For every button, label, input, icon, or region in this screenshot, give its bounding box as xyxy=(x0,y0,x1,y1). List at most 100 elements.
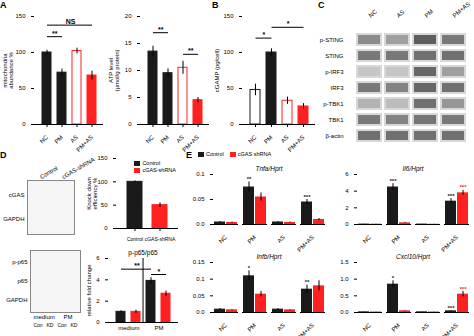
svg-text:**: ** xyxy=(52,30,58,37)
svg-text:1.5: 1.5 xyxy=(340,259,349,265)
svg-text:***: *** xyxy=(459,286,467,292)
svg-text:KD: KD xyxy=(71,322,78,328)
svg-text:150: 150 xyxy=(15,13,26,19)
svg-text:100: 100 xyxy=(97,179,108,185)
svg-text:medium: medium xyxy=(118,325,139,331)
svg-text:50: 50 xyxy=(101,202,108,208)
svg-text:p65: p65 xyxy=(17,278,28,284)
svg-text:PM: PM xyxy=(53,134,64,145)
svg-text:AS: AS xyxy=(420,234,430,244)
svg-text:ATP level(μmol/g protein): ATP level(μmol/g protein) xyxy=(108,49,120,91)
svg-text:medium: medium xyxy=(33,314,54,320)
svg-text:p-STING: p-STING xyxy=(320,37,344,43)
svg-text:PM: PM xyxy=(246,234,257,245)
svg-text:PM: PM xyxy=(154,325,163,331)
svg-text:**: ** xyxy=(158,26,164,33)
svg-text:NC: NC xyxy=(368,8,379,19)
svg-text:50: 50 xyxy=(19,85,26,91)
svg-text:***: *** xyxy=(389,178,397,184)
svg-text:GAPDH: GAPDH xyxy=(3,216,24,222)
svg-text:relative fold change: relative fold change xyxy=(86,264,92,317)
svg-text:5: 5 xyxy=(128,94,132,100)
svg-text:Control: Control xyxy=(39,165,59,180)
svg-text:mitochondriaabundance %: mitochondriaabundance % xyxy=(2,51,14,88)
svg-text:*: * xyxy=(287,20,290,27)
svg-text:NC: NC xyxy=(218,322,229,333)
svg-text:PM: PM xyxy=(246,322,257,333)
svg-text:GAPDH: GAPDH xyxy=(6,297,27,303)
svg-text:AS: AS xyxy=(420,322,430,332)
svg-text:NC: NC xyxy=(39,134,50,145)
svg-text:AS: AS xyxy=(280,134,290,144)
svg-text:***: *** xyxy=(447,193,455,199)
svg-text:0.15: 0.15 xyxy=(193,259,205,265)
svg-text:cGAS: cGAS xyxy=(9,192,25,198)
svg-text:0.05: 0.05 xyxy=(193,293,205,299)
svg-text:PM: PM xyxy=(263,134,274,145)
svg-text:*: * xyxy=(392,275,395,281)
svg-text:AS: AS xyxy=(396,9,406,19)
svg-text:cGAS-shRNA: cGAS-shRNA xyxy=(145,236,176,242)
svg-text:0: 0 xyxy=(96,319,100,325)
svg-text:NC: NC xyxy=(218,234,229,245)
svg-text:0.0: 0.0 xyxy=(196,221,205,227)
svg-text:KD: KD xyxy=(47,322,54,328)
svg-text:PM+AS: PM+AS xyxy=(287,134,306,153)
svg-text:NC: NC xyxy=(362,322,373,333)
svg-text:PM: PM xyxy=(390,322,401,333)
svg-text:2: 2 xyxy=(96,298,100,304)
svg-text:*: * xyxy=(262,31,265,38)
svg-text:0: 0 xyxy=(345,221,349,227)
svg-text:TBK1: TBK1 xyxy=(328,117,344,123)
svg-text:p-IRF3: p-IRF3 xyxy=(325,69,344,75)
svg-text:Control: Control xyxy=(127,236,143,242)
svg-text:IRF3: IRF3 xyxy=(330,85,344,91)
svg-text:Con: Con xyxy=(33,322,42,328)
svg-text:**: ** xyxy=(188,47,194,54)
svg-text:NC: NC xyxy=(247,134,258,145)
svg-text:STING: STING xyxy=(325,53,344,59)
svg-text:PM: PM xyxy=(64,314,73,320)
svg-text:p-TBK1: p-TBK1 xyxy=(323,101,344,107)
svg-text:0.5: 0.5 xyxy=(340,293,349,299)
svg-text:Knock downefficiency %: Knock downefficiency % xyxy=(86,177,98,210)
svg-text:50: 50 xyxy=(227,85,234,91)
svg-text:PM+AS: PM+AS xyxy=(452,1,472,19)
svg-text:cGAS-shRNA: cGAS-shRNA xyxy=(61,156,96,180)
svg-text:*: * xyxy=(248,265,251,271)
svg-text:***: *** xyxy=(447,305,455,311)
svg-text:***: *** xyxy=(459,184,467,190)
svg-text:***: *** xyxy=(303,194,311,200)
svg-text:0.0: 0.0 xyxy=(196,309,205,315)
svg-text:β-actin: β-actin xyxy=(325,133,343,139)
svg-text:PM: PM xyxy=(424,8,435,18)
svg-text:6: 6 xyxy=(96,255,100,261)
svg-text:p-p65: p-p65 xyxy=(12,259,28,265)
svg-text:PM+AS: PM+AS xyxy=(440,322,459,336)
svg-text:PM: PM xyxy=(159,134,170,145)
svg-text:15: 15 xyxy=(125,40,132,46)
svg-text:AS: AS xyxy=(276,322,286,332)
svg-text:150: 150 xyxy=(97,155,108,161)
svg-text:NS: NS xyxy=(66,18,76,25)
svg-text:0: 0 xyxy=(104,225,108,231)
svg-text:150: 150 xyxy=(223,13,234,19)
svg-text:0: 0 xyxy=(128,121,132,127)
svg-text:**: ** xyxy=(305,279,310,285)
svg-text:6: 6 xyxy=(345,171,349,177)
svg-text:10: 10 xyxy=(125,67,132,73)
svg-text:PM+AS: PM+AS xyxy=(75,134,94,153)
svg-text:Con: Con xyxy=(57,322,66,328)
svg-text:4: 4 xyxy=(96,277,100,283)
svg-text:0.05: 0.05 xyxy=(193,196,205,202)
svg-text:AS: AS xyxy=(276,234,286,244)
svg-text:**: ** xyxy=(247,176,252,182)
svg-text:100: 100 xyxy=(15,49,26,55)
svg-text:2: 2 xyxy=(345,205,349,211)
svg-text:0.1: 0.1 xyxy=(196,276,205,282)
svg-text:PM+AS: PM+AS xyxy=(440,234,459,253)
svg-text:1.0: 1.0 xyxy=(340,276,349,282)
svg-text:100: 100 xyxy=(223,49,234,55)
svg-text:**: ** xyxy=(134,262,140,269)
svg-text:cGAMP (pg/cell): cGAMP (pg/cell) xyxy=(214,49,220,93)
